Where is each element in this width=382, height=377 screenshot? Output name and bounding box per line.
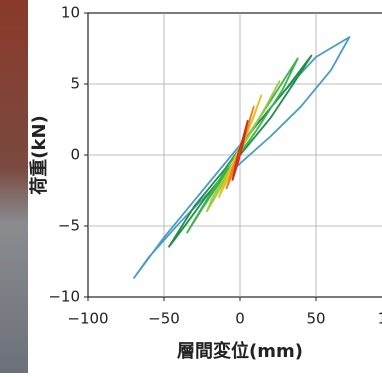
x-axis-title: 層間変位(mm) — [177, 340, 303, 362]
y-tick-label: 0 — [70, 146, 80, 164]
x-tick-label: −50 — [148, 310, 180, 328]
y-axis-title: 荷重(kN) — [28, 115, 50, 195]
y-tick-label: −10 — [48, 288, 80, 306]
x-tick-label: 0 — [235, 310, 245, 328]
y-tick-label: 10 — [61, 4, 80, 22]
x-tick-label: 100 — [378, 310, 382, 328]
photo-strip — [0, 0, 28, 373]
x-tick-label: 50 — [306, 310, 325, 328]
chart: −100−50050100−10−50510 層間変位(mm) 荷重(kN) — [0, 0, 382, 373]
page: {"chart_data": {"type": "line", "x_label… — [0, 0, 382, 373]
y-tick-label: 5 — [70, 75, 80, 93]
y-tick-label: −5 — [58, 217, 80, 235]
x-tick-label: −100 — [67, 310, 108, 328]
